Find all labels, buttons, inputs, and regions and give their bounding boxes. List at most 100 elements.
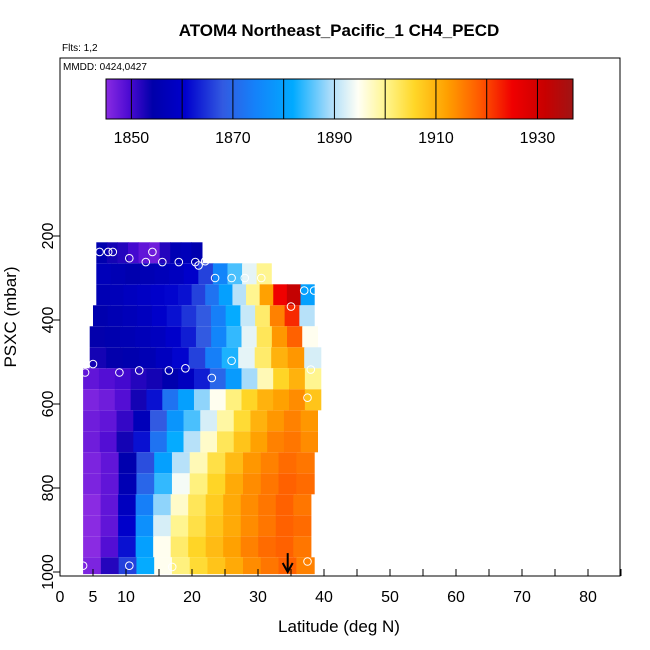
heatmap-cell <box>225 389 243 411</box>
x-tick-label: 80 <box>579 589 597 606</box>
heatmap-cell <box>153 515 172 537</box>
heatmap-cell <box>83 473 102 495</box>
heatmap-cell <box>150 326 167 348</box>
heatmap-cell <box>257 389 274 411</box>
sample-marker <box>200 256 210 266</box>
chart-title: ATOM4 Northeast_Pacific_1 CH4_PECD <box>179 21 500 40</box>
heatmap-cell <box>207 557 226 575</box>
x-tick-label: 5 <box>89 589 98 606</box>
sample-marker <box>207 373 217 383</box>
heatmap-cell <box>189 452 209 474</box>
sample-marker <box>194 261 203 270</box>
heatmap-cell <box>180 326 197 348</box>
y-axis: 200 400 600 800 1000 <box>40 223 60 590</box>
heatmap-cell <box>205 494 224 516</box>
sample-marker <box>309 286 319 295</box>
heatmap-cell <box>271 326 288 348</box>
heatmap-cell <box>149 242 161 264</box>
heatmap-cell <box>243 452 262 474</box>
heatmap-cell <box>255 305 271 327</box>
heatmap-cell <box>258 536 277 558</box>
heatmap-cell <box>260 452 280 474</box>
sample-marker <box>125 253 134 263</box>
heatmap-cell <box>89 347 107 369</box>
heatmap-cell <box>151 305 168 327</box>
heatmap-cell <box>118 494 137 516</box>
heatmap-cell <box>238 347 256 369</box>
heatmap-cell <box>155 347 173 369</box>
sample-marker <box>88 359 98 369</box>
heatmap-cell <box>256 263 272 285</box>
heatmap-cell <box>283 431 302 453</box>
colorbar-tick-label: 1870 <box>215 130 251 147</box>
heatmap-cell <box>207 473 226 495</box>
heatmap-cell <box>257 368 274 390</box>
heatmap-cell <box>198 263 214 285</box>
heatmap-cell <box>154 557 173 575</box>
heatmap-cell <box>170 242 182 264</box>
heatmap-cell <box>122 305 138 327</box>
heatmap-cell <box>146 368 163 390</box>
heatmap-cell <box>99 410 118 432</box>
heatmap-cell <box>100 473 120 495</box>
sample-marker <box>174 257 184 267</box>
heatmap-cell <box>153 494 172 516</box>
sample-marker <box>286 302 296 311</box>
heatmap-cell <box>135 536 154 558</box>
heatmap-cell <box>226 326 243 348</box>
sample-marker <box>80 368 90 377</box>
heatmap-cell <box>221 347 239 369</box>
heatmap-cell <box>300 410 318 432</box>
x-tick-label: 60 <box>447 589 465 606</box>
heatmap-cell <box>223 494 242 516</box>
heatmap-cell <box>171 557 191 575</box>
heatmap-cell <box>304 389 322 411</box>
sample-marker <box>108 247 118 257</box>
heatmap-cell <box>166 305 183 327</box>
heatmap-cell <box>260 473 280 495</box>
heatmap-cell <box>240 305 256 327</box>
heatmap-cell <box>100 452 120 474</box>
y-axis-label: PSXC (mbar) <box>1 266 20 367</box>
heatmap-cell <box>278 473 297 495</box>
heatmap-cell <box>195 326 212 348</box>
heatmap-cell <box>207 452 226 474</box>
heatmap-cell <box>300 284 315 306</box>
heatmap-cell <box>104 326 121 348</box>
sample-marker <box>78 561 88 571</box>
heatmap-cell <box>107 305 124 327</box>
heatmap-cell <box>275 536 294 558</box>
heatmap-cell <box>99 431 118 453</box>
x-tick-label: 10 <box>117 589 135 606</box>
heatmap-cell <box>267 410 285 432</box>
heatmap-cell <box>258 494 277 516</box>
heatmap-cell <box>96 284 111 306</box>
heatmap-cell <box>287 326 303 348</box>
heatmap-cell <box>133 410 151 432</box>
heatmap-cell <box>293 494 312 516</box>
heatmap-cell <box>138 242 150 264</box>
heatmap-cell <box>283 410 302 432</box>
heatmap-cell <box>118 536 137 558</box>
heatmap-cell <box>154 263 170 285</box>
heatmap-cell <box>166 410 185 432</box>
heatmap-cell <box>225 557 244 575</box>
location-arrow <box>281 553 294 575</box>
heatmap-cell <box>287 347 305 369</box>
heatmap-cell <box>150 431 168 453</box>
heatmap-cell <box>180 242 192 264</box>
sample-marker <box>306 365 316 374</box>
heatmap-cell <box>191 284 206 306</box>
y-tick-label: 400 <box>40 307 57 334</box>
heatmap-cell <box>286 284 302 306</box>
heatmap-cell <box>211 326 227 348</box>
heatmap-cell <box>114 368 132 390</box>
heatmap-cell <box>171 452 191 474</box>
heatmap-cell <box>110 263 127 285</box>
sample-markers <box>78 247 319 572</box>
heatmap-cell <box>106 347 124 369</box>
heatmap-cell <box>150 410 168 432</box>
heatmap-cell <box>183 410 201 432</box>
heatmap-cell <box>83 410 101 432</box>
